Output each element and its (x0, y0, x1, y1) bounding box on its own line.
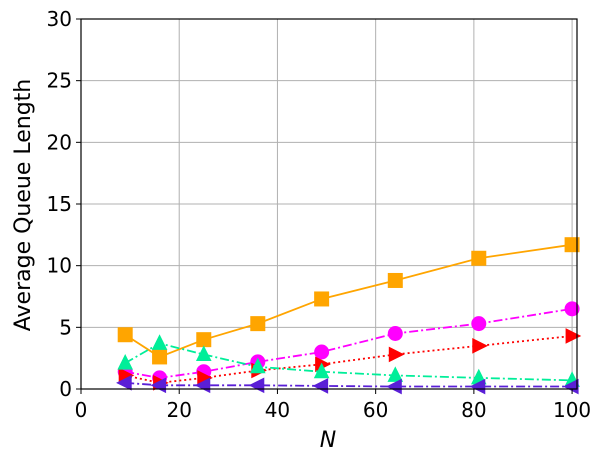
y-tick-label: 25 (47, 69, 72, 93)
data-point (387, 272, 403, 288)
data-point (117, 327, 133, 343)
y-tick-label: 5 (59, 315, 72, 339)
data-point (388, 346, 405, 363)
tick-layer: 0 20 40 60 80 100 0 5 10 15 20 25 30 (47, 7, 592, 422)
data-point (152, 349, 168, 365)
data-point (472, 338, 488, 354)
data-point (249, 357, 266, 374)
data-point (117, 353, 134, 370)
data-point (562, 378, 579, 395)
y-tick-label: 0 (59, 377, 72, 401)
data-point (386, 378, 402, 395)
x-tick-label: 100 (553, 398, 591, 422)
data-point (471, 316, 487, 332)
series-line (124, 243, 573, 358)
x-tick-label: 0 (75, 398, 88, 422)
data-point (313, 362, 330, 379)
y-tick-label: 15 (47, 192, 72, 216)
data-point (250, 316, 266, 332)
series-1 (117, 301, 580, 386)
series-line (125, 381, 573, 388)
data-point (312, 378, 329, 394)
x-tick-label: 80 (461, 398, 486, 422)
data-point (196, 332, 212, 348)
y-tick-label: 20 (47, 130, 72, 154)
data-point (471, 250, 487, 266)
data-point (565, 328, 582, 344)
data-point (314, 291, 330, 307)
x-tick-label: 60 (363, 398, 388, 422)
y-tick-label: 10 (47, 254, 72, 278)
series-2 (118, 328, 582, 391)
data-point (469, 378, 486, 395)
y-axis-label: Average Queue Length (11, 79, 36, 331)
x-tick-label: 40 (265, 398, 290, 422)
data-point (387, 326, 403, 341)
data-point (314, 344, 330, 360)
data-point (564, 301, 580, 317)
data-point (564, 237, 580, 253)
series-line (125, 335, 573, 384)
data-point (151, 334, 168, 350)
x-tick-label: 20 (166, 398, 191, 422)
y-tick-label: 30 (47, 7, 72, 31)
grid-lines (80, 18, 577, 390)
x-axis-label: N (320, 428, 336, 453)
data-point (248, 377, 265, 394)
data-point (116, 375, 132, 391)
data-point (387, 366, 404, 382)
series-layer (116, 237, 582, 395)
series-line (124, 342, 573, 382)
data-point (195, 345, 212, 361)
